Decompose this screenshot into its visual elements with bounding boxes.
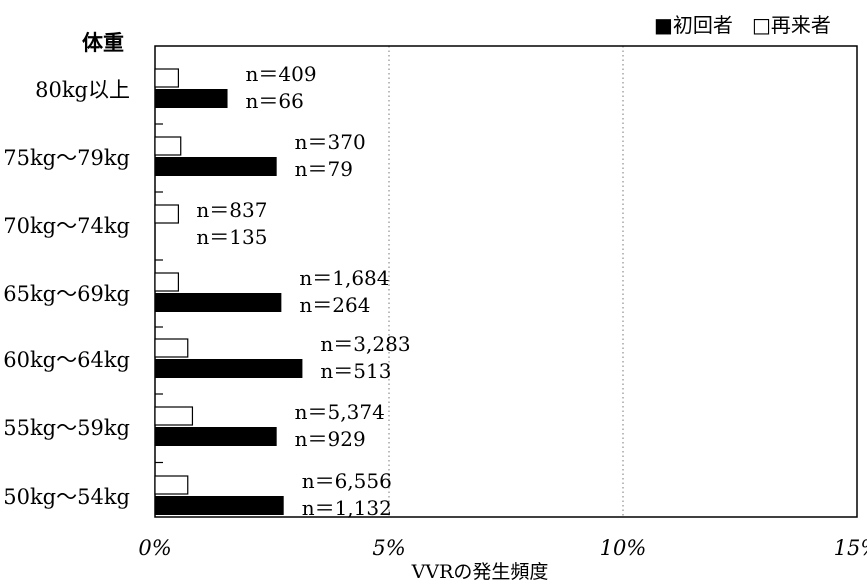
category-label: 70kg～74kg — [3, 214, 130, 238]
x-axis-title: VVRの発生頻度 — [411, 561, 549, 583]
category-label: 50kg～54kg — [3, 485, 130, 509]
bar-repeat-visitor — [154, 136, 182, 156]
bar-first-visitor — [155, 89, 228, 108]
n-labels: n＝409 n＝66 n＝370 n＝79 n＝837 n＝135 n＝1,684 n＝264… — [196, 62, 410, 520]
bar-first-visitor — [155, 293, 282, 312]
n-label-repeat: n＝409 — [246, 62, 317, 86]
plot-area-frame — [154, 45, 858, 518]
x-tick-label: 0% — [138, 536, 171, 560]
bar-repeat-visitor — [154, 338, 189, 358]
y-axis-title: 体重 — [82, 30, 124, 55]
bar-repeat-visitor — [154, 406, 194, 426]
legend-item-first-visit: ■初回者 — [654, 13, 733, 37]
n-label-repeat: n＝1,684 — [299, 266, 389, 290]
n-label-first: n＝66 — [246, 89, 304, 113]
category-label: 55kg～59kg — [3, 416, 130, 440]
n-label-first: n＝513 — [320, 359, 391, 383]
n-label-repeat: n＝370 — [295, 130, 366, 154]
x-tick-label: 15% — [834, 536, 867, 560]
n-label-first: n＝929 — [295, 427, 366, 451]
x-tick-label: 5% — [372, 536, 405, 560]
n-label-first: n＝79 — [295, 157, 353, 181]
n-label-repeat: n＝837 — [196, 198, 267, 222]
legend: ■初回者 □再来者 — [654, 13, 831, 37]
n-label-first: n＝1,132 — [302, 496, 392, 520]
legend-label-repeat-visit: 再来者 — [771, 13, 831, 37]
gridlines — [388, 46, 624, 517]
n-label-repeat: n＝6,556 — [302, 469, 392, 493]
category-label: 80kg以上 — [35, 78, 130, 102]
legend-item-repeat-visit: □再来者 — [752, 13, 831, 37]
bar-repeat-visitor — [154, 204, 179, 224]
n-label-first: n＝135 — [196, 225, 267, 249]
category-label: 75kg～79kg — [3, 146, 130, 170]
x-tick-label: 10% — [600, 536, 647, 560]
bar-first-visitor — [155, 496, 284, 515]
y-axis-ticks — [155, 123, 163, 464]
bar-repeat-visitor — [154, 272, 179, 292]
bars — [154, 68, 303, 515]
category-label: 60kg～64kg — [3, 348, 130, 372]
legend-label-first-visit: 初回者 — [673, 13, 733, 37]
x-axis-tick-labels: 0% 5% 10% 15% — [138, 536, 867, 560]
bar-repeat-visitor — [154, 475, 189, 495]
legend-symbol-repeat-visit: □ — [752, 13, 771, 37]
n-label-first: n＝264 — [299, 293, 370, 317]
n-label-repeat: n＝3,283 — [320, 332, 410, 356]
bar-first-visitor — [155, 359, 303, 378]
bar-first-visitor — [155, 157, 277, 176]
category-label: 65kg～69kg — [3, 282, 130, 306]
legend-symbol-first-visit: ■ — [654, 13, 673, 37]
bar-repeat-visitor — [154, 68, 179, 88]
n-label-repeat: n＝5,374 — [295, 400, 385, 424]
category-labels: 80kg以上 75kg～79kg 70kg～74kg 65kg～69kg 60kg～64… — [3, 78, 130, 509]
bar-first-visitor — [155, 427, 277, 446]
